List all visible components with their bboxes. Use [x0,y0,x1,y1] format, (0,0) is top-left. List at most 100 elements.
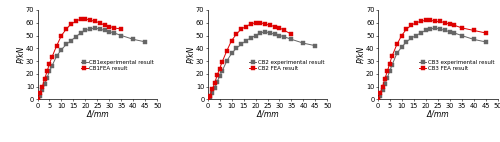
CB2 FEA result [210,88,216,90]
CB2 FEA result [207,95,213,96]
CB1FEA result [37,92,43,94]
CB3 experimental result [470,38,476,40]
CB3 experimental result [413,35,419,36]
CB2 experimental result [207,96,213,98]
CB1FEA result [54,45,60,47]
CB2 FEA result [214,74,220,76]
CB1FEA result [46,63,52,64]
Y-axis label: P/kN: P/kN [186,46,195,63]
CB1FEA result [92,21,98,22]
CB2 FEA result [258,22,264,24]
CB1experimental result [102,30,107,31]
CB3 FEA result [382,78,388,80]
CB1FEA result [82,18,88,20]
CB3 FEA result [394,44,400,45]
CB3 experimental result [446,31,452,33]
Line: CB3 FEA result: CB3 FEA result [376,19,487,101]
CB1experimental result [97,28,103,30]
CB2 FEA result [248,23,254,25]
CB1FEA result [44,70,50,72]
CB3 FEA result [452,24,458,26]
CB1experimental result [42,83,48,85]
CB3 FEA result [398,35,404,36]
CB3 experimental result [442,30,448,31]
CB2 FEA result [276,27,282,29]
CB2 experimental result [228,53,234,54]
CB3 FEA result [413,22,419,24]
CB2 experimental result [216,76,222,77]
Legend: CB1experimental result, CB1FEA result: CB1experimental result, CB1FEA result [80,59,154,72]
CB1experimental result [54,55,60,57]
CB1FEA result [97,22,103,24]
Y-axis label: P/kN: P/kN [16,46,25,63]
CB1experimental result [34,99,40,100]
CB3 FEA result [377,92,383,94]
CB3 FEA result [446,23,452,25]
CB1experimental result [130,38,136,40]
CB1experimental result [111,32,117,34]
CB2 experimental result [224,60,230,62]
CB3 experimental result [398,46,404,48]
CB3 FEA result [386,63,392,64]
Legend: CB3 experimental result, CB3 FEA result: CB3 experimental result, CB3 FEA result [419,59,494,72]
CB3 FEA result [408,24,414,26]
CB3 FEA result [422,19,428,21]
CB1experimental result [92,27,98,29]
CB2 FEA result [243,26,249,27]
CB2 FEA result [234,33,239,35]
CB1FEA result [63,28,69,30]
CB3 experimental result [458,35,464,36]
CB1FEA result [87,19,93,21]
CB1experimental result [40,90,46,91]
CB3 experimental result [374,99,380,100]
CB3 experimental result [404,41,409,43]
CB1FEA result [42,78,48,80]
CB3 FEA result [458,27,464,29]
Legend: CB2 experimental result, CB2 FEA result: CB2 experimental result, CB2 FEA result [248,59,324,72]
Line: CB2 FEA result: CB2 FEA result [206,21,293,101]
CB3 experimental result [408,37,414,39]
CB3 FEA result [384,70,390,72]
CB2 FEA result [288,33,294,35]
CB2 experimental result [212,87,218,89]
CB1FEA result [73,21,79,22]
Y-axis label: P/kN: P/kN [356,46,366,63]
X-axis label: Δ/mm: Δ/mm [86,110,108,119]
CB1experimental result [142,41,148,43]
CB1experimental result [46,70,52,72]
CB2 experimental result [219,70,225,72]
CB1experimental result [106,31,112,33]
CB3 experimental result [437,28,443,30]
CB1experimental result [68,40,74,41]
CB1FEA result [49,56,55,58]
CB1FEA result [34,99,40,100]
CB2 experimental result [267,32,273,34]
CB2 FEA result [212,82,218,84]
CB1experimental result [87,28,93,30]
CB1FEA result [58,35,64,36]
CB1FEA result [118,28,124,30]
X-axis label: Δ/mm: Δ/mm [426,110,449,119]
CB1experimental result [82,30,88,31]
CB1FEA result [78,18,84,20]
CB3 FEA result [404,28,409,30]
CB3 FEA result [374,99,380,100]
CB2 experimental result [300,42,306,44]
CB3 experimental result [482,41,488,43]
CB2 experimental result [288,38,294,40]
CB3 FEA result [389,55,395,57]
CB2 experimental result [262,31,268,33]
CB3 FEA result [470,30,476,31]
CB2 FEA result [216,68,222,70]
CB3 FEA result [428,19,434,21]
Line: CB1FEA result: CB1FEA result [36,17,123,101]
CB2 experimental result [238,44,244,45]
CB3 experimental result [384,77,390,79]
CB1FEA result [106,26,112,27]
CB1experimental result [118,35,124,36]
CB2 experimental result [243,40,249,41]
CB1FEA result [68,23,74,25]
CB3 FEA result [380,86,386,87]
CB3 experimental result [428,28,434,30]
CB2 FEA result [282,30,288,31]
